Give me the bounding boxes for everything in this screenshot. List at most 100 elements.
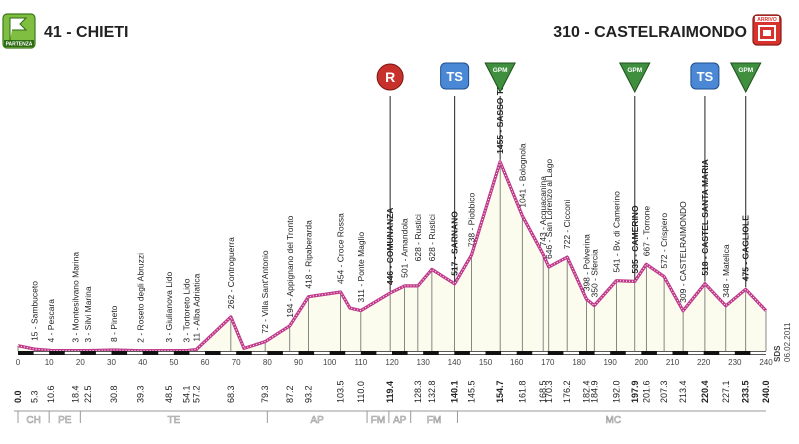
x-tick-label: 120 (385, 358, 399, 367)
province-label: AP (393, 415, 407, 426)
km-label: 170.3 (544, 380, 554, 403)
ruler-segment (158, 351, 174, 355)
ruler-segment (438, 351, 455, 355)
waypoint-label: 350 - Sfercia (589, 249, 599, 297)
marker-ts-icon: TS (690, 62, 720, 282)
credit: SDS 06.02.2011 (773, 322, 792, 362)
ruler-segment (656, 351, 673, 355)
waypoint-label: 572 - Crispiero (659, 213, 669, 269)
x-tick-label: 70 (232, 358, 241, 367)
waypoint-label: 262 - Controguerra (226, 237, 236, 309)
x-tick-label: 60 (201, 358, 210, 367)
km-label: 184.9 (589, 380, 599, 403)
x-tick-label: 50 (169, 358, 178, 367)
km-label: 103.5 (336, 380, 346, 403)
waypoint-label: 3 - Giulianova Lido (164, 271, 174, 342)
ruler-segment (719, 351, 735, 355)
ruler-segment (563, 351, 579, 355)
ruler-segment (189, 351, 205, 355)
waypoint-label: 348 - Matelica (721, 244, 731, 298)
km-label: 213.4 (678, 380, 688, 403)
x-tick-label: 20 (76, 358, 85, 367)
waypoint-label: 628 - Rustici (413, 214, 423, 261)
x-tick-label: 210 (666, 358, 680, 367)
km-label: 128.3 (413, 380, 423, 403)
marker-gpm-icon: GPM (729, 62, 762, 288)
waypoint-label: 1041 - Bolognola (517, 143, 527, 208)
km-label: 132.8 (427, 380, 437, 403)
credit-date: 06.02.2011 (783, 322, 792, 362)
profile-fill (18, 161, 766, 351)
x-tick-label: 90 (294, 358, 303, 367)
finish-badge-text: ARRIVO (757, 17, 777, 23)
km-label: 154.7 (495, 380, 505, 403)
km-label: 110.0 (356, 381, 366, 403)
waypoint-label: 4 - Pescara (46, 299, 56, 343)
marker-gpm-text: GPM (493, 67, 508, 74)
marker-gpm-icon: GPM (484, 62, 516, 160)
x-tick-label: 150 (479, 358, 493, 367)
marker-r-icon: R (376, 63, 404, 292)
marker-gpm-text: GPM (738, 67, 753, 74)
waypoint-label: 3 - Montesilvano Marina (70, 252, 80, 343)
waypoint-label: 3 - Tortoreto Lido (182, 278, 192, 342)
km-label: 207.3 (659, 380, 669, 403)
distance-ruler (18, 351, 766, 355)
finish-label: 310 - CASTELRAIMONDO (553, 24, 747, 41)
ruler-segment (594, 351, 611, 355)
km-label: 227.1 (721, 380, 731, 403)
km-label: 192.0 (611, 380, 621, 403)
km-label: 220.4 (700, 380, 710, 403)
marker-ts-icon: TS (440, 62, 470, 282)
ruler-segment (220, 351, 237, 355)
waypoint-label: 667 - Torrone (641, 206, 651, 257)
ruler-segment (95, 351, 112, 355)
marker-gpm-triangle (618, 62, 651, 94)
km-label: 54.1 (182, 385, 192, 403)
ruler-segment (501, 351, 517, 355)
profile-line-highlight (17, 161, 767, 352)
marker-gpm-triangle (729, 62, 762, 94)
ruler-segment (314, 351, 330, 355)
province-label: PE (58, 415, 72, 426)
km-label: 87.2 (285, 385, 295, 403)
ruler-segment (33, 351, 50, 355)
x-tick-label: 100 (323, 358, 337, 367)
x-tick-label: 190 (603, 358, 617, 367)
waypoint-label: 11 - Alba Adriatica (191, 273, 201, 341)
ruler-segment (127, 351, 143, 355)
waypoint-label: 194 - Appignano del Tronto (285, 215, 295, 317)
marker-r-circle (376, 63, 404, 91)
x-tick-label: 40 (138, 358, 147, 367)
km-label: 57.2 (191, 385, 201, 403)
waypoint-label: 72 - Villa Sant'Antonio (260, 250, 270, 333)
km-label: 161.8 (517, 380, 527, 403)
waypoint-label: 646 - San Lorenzo al Lago (544, 159, 554, 259)
marker-ts-box (440, 62, 470, 90)
ruler-segment (64, 351, 81, 355)
waypoint-label: 309 - CASTELRAIMONDO (678, 201, 688, 303)
km-label: 140.1 (450, 380, 460, 403)
km-label: 119.4 (385, 381, 395, 403)
waypoint-label: 398 - Polverina (581, 234, 591, 291)
waypoint-label: 501 - Amandola (399, 218, 409, 278)
x-tick-label: 80 (263, 358, 272, 367)
ruler-segment (625, 351, 642, 355)
x-tick-label: 130 (416, 358, 430, 367)
ruler-segment (407, 351, 424, 355)
x-tick-label: 110 (354, 358, 367, 367)
marker-r-text: R (385, 69, 395, 85)
km-label: 182.4 (581, 380, 591, 403)
km-label: 68.3 (226, 385, 236, 403)
km-label: 18.4 (70, 385, 80, 403)
marker-ts-box (690, 62, 720, 90)
waypoint-label: 628 - Rustici (427, 214, 437, 261)
km-label: 48.5 (164, 385, 174, 403)
province-label: CH (26, 415, 40, 426)
km-label: 79.3 (260, 385, 270, 403)
km-label: 233.5 (741, 380, 751, 403)
start-badge-text: PARTENZA (6, 42, 33, 48)
start-label: 41 - CHIETI (44, 24, 128, 41)
km-label: 240.0 (761, 380, 771, 403)
province-label: TE (167, 415, 180, 426)
